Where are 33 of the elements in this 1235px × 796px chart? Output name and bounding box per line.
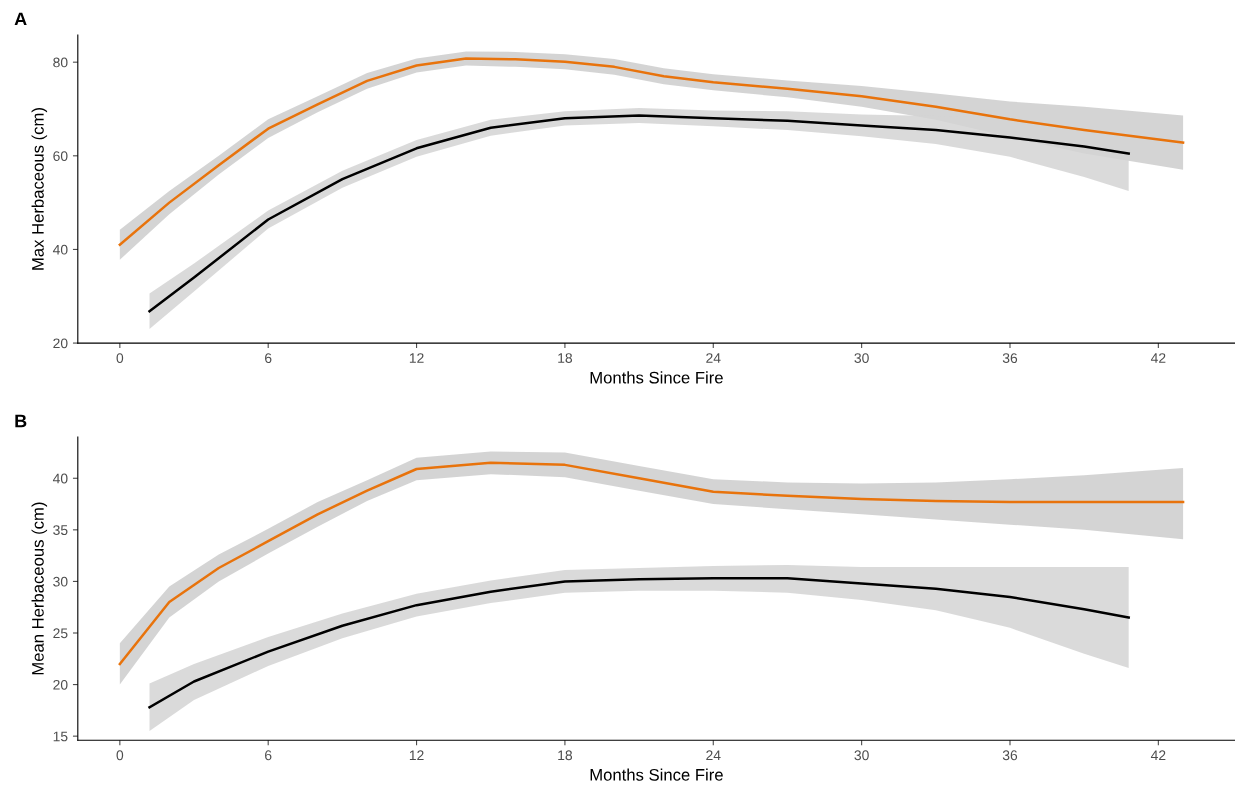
y-tick-label: 40 xyxy=(52,473,68,484)
x-tick-label: 24 xyxy=(706,353,721,363)
y-tick-label: 60 xyxy=(53,151,68,161)
y-tick-label: 15 xyxy=(53,731,68,742)
x-axis-title: Months Since Fire xyxy=(590,768,723,781)
y-tick-label: 30 xyxy=(53,576,68,587)
x-axis-title: Months Since Fire xyxy=(590,371,723,384)
chart-title: B xyxy=(15,414,27,428)
y-tick-label: 20 xyxy=(53,679,68,690)
x-tick-label: 30 xyxy=(854,750,869,761)
x-tick-label: 6 xyxy=(265,353,272,363)
y-axis-title: Mean Herbaceous (cm) xyxy=(31,502,48,675)
chart-title: A xyxy=(14,12,27,26)
x-tick-label: 12 xyxy=(409,353,424,363)
x-tick-label: 12 xyxy=(409,750,424,761)
y-tick-label: 35 xyxy=(53,525,68,536)
x-tick-label: 36 xyxy=(1002,750,1018,761)
y-tick-label: 20 xyxy=(53,338,68,349)
x-tick-label: 0 xyxy=(116,750,124,761)
x-tick-label: 18 xyxy=(558,353,573,363)
y-axis-title: Max Herbaceous (cm) xyxy=(31,108,48,270)
x-tick-label: 24 xyxy=(706,750,721,761)
y-tick-label: 40 xyxy=(52,244,68,255)
x-tick-label: 0 xyxy=(116,353,124,363)
x-tick-label: 36 xyxy=(1002,353,1018,363)
line-series xyxy=(148,577,1130,709)
x-tick-label: 42 xyxy=(1150,353,1166,363)
x-tick-label: 6 xyxy=(265,750,272,761)
x-tick-label: 42 xyxy=(1150,750,1166,761)
y-tick-label: 80 xyxy=(53,57,68,68)
x-tick-label: 30 xyxy=(854,353,869,363)
y-tick-label: 25 xyxy=(53,628,68,639)
x-tick-label: 18 xyxy=(558,750,573,761)
